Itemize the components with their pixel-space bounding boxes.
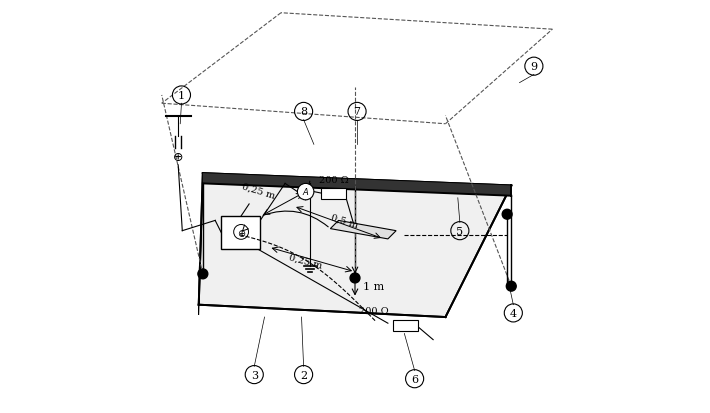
Polygon shape [199, 174, 511, 317]
FancyBboxPatch shape [322, 188, 346, 199]
Text: 200 Ω: 200 Ω [359, 306, 388, 315]
Text: 4: 4 [510, 308, 517, 318]
Text: 6: 6 [411, 374, 418, 384]
Text: 0,25 m: 0,25 m [241, 182, 276, 200]
FancyBboxPatch shape [393, 320, 417, 331]
Circle shape [198, 269, 208, 279]
Circle shape [502, 210, 512, 220]
Text: 200 Ω: 200 Ω [319, 176, 349, 184]
Text: 5: 5 [457, 226, 464, 236]
Text: 1: 1 [178, 91, 185, 101]
Text: 8: 8 [300, 107, 307, 117]
Text: ⊕: ⊕ [237, 228, 245, 238]
Text: 7: 7 [354, 107, 361, 117]
Text: 1 m: 1 m [364, 282, 385, 292]
Text: A: A [302, 188, 309, 197]
Polygon shape [199, 174, 203, 315]
Text: 9: 9 [530, 62, 537, 72]
Circle shape [506, 282, 516, 292]
Text: 3: 3 [251, 370, 258, 380]
Circle shape [350, 273, 360, 283]
Text: 2: 2 [300, 370, 307, 380]
Text: 0,5 m: 0,5 m [330, 212, 359, 229]
Polygon shape [203, 174, 511, 196]
Text: 0,25 m: 0,25 m [288, 253, 323, 270]
Text: ⊕: ⊕ [173, 151, 183, 164]
Circle shape [297, 184, 314, 200]
Polygon shape [330, 221, 396, 239]
Polygon shape [222, 217, 261, 249]
